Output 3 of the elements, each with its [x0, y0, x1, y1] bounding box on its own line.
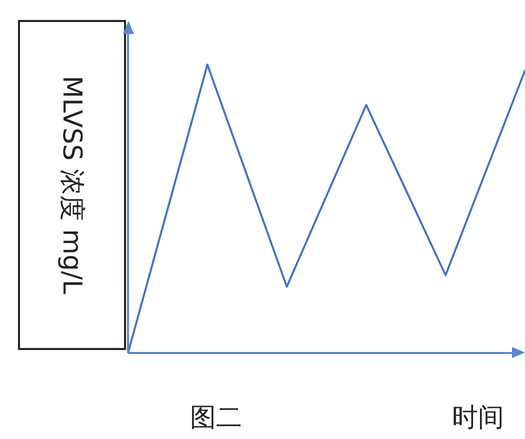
text: 图二 [190, 402, 242, 435]
y-axis-title: MLVSS 浓度 mg/L [56, 76, 88, 294]
x-axis-title: 时间 [452, 402, 504, 435]
